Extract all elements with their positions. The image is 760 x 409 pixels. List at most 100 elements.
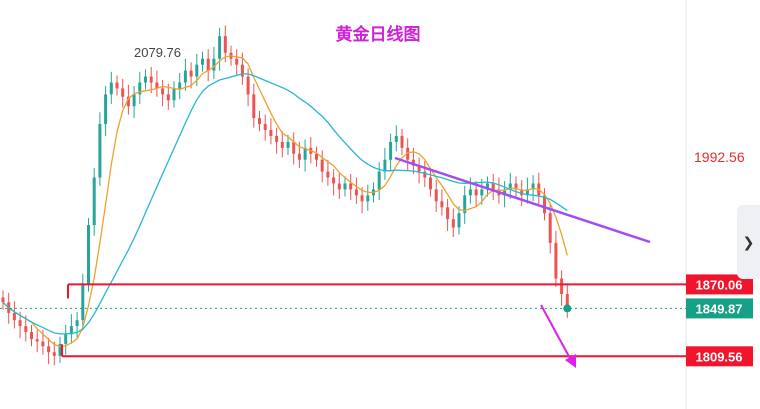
candle-body — [81, 284, 85, 321]
candle-body — [132, 94, 136, 107]
candle-body — [303, 147, 307, 160]
candle-body — [155, 82, 159, 89]
candle-body — [41, 341, 45, 347]
support-price-tag — [686, 346, 753, 367]
forecast-arrow-shaft — [540, 304, 573, 363]
candle-body — [463, 195, 467, 214]
candle-body — [144, 76, 147, 83]
candle-body — [548, 213, 552, 243]
candle-body — [429, 177, 432, 190]
candle-body — [389, 141, 393, 160]
candle-body — [47, 346, 51, 353]
candles-layer — [1, 25, 569, 366]
candle-body — [269, 130, 273, 136]
current-price-tag-label: 1849.87 — [696, 301, 743, 316]
candle-body — [218, 36, 222, 59]
candle-body — [263, 124, 267, 131]
candle-body — [58, 343, 62, 356]
candle-body — [332, 177, 336, 184]
candle-body — [423, 171, 427, 178]
candle-body — [246, 76, 250, 95]
axis-price-label: 1992.56 — [694, 149, 745, 165]
candle-body — [252, 94, 256, 119]
current-price-tag — [686, 298, 753, 319]
candle-body — [206, 58, 210, 71]
resistance-price-tag-label: 1870.06 — [696, 277, 743, 292]
support-price-tag-label: 1809.56 — [696, 349, 743, 364]
candle-body — [178, 82, 182, 89]
candle-body — [121, 88, 125, 97]
candle-body — [468, 189, 472, 196]
forecast-arrow-head — [565, 354, 576, 368]
candle-body — [343, 183, 347, 190]
candle-body — [12, 313, 16, 321]
candle-body — [446, 207, 450, 220]
candle-body — [560, 278, 564, 294]
candle-body — [297, 153, 301, 160]
descending-trendline — [394, 156, 651, 244]
candle-body — [411, 159, 415, 166]
candle-body — [223, 36, 227, 53]
candle-body — [35, 339, 39, 342]
candle-body — [212, 58, 216, 71]
expand-panel-chevron-icon[interactable]: ❯ — [737, 205, 760, 279]
candle-body — [480, 189, 484, 196]
candle-body — [326, 171, 330, 178]
candle-body — [138, 82, 142, 95]
chart-title: 黄金日线图 — [336, 24, 421, 44]
candle-body — [30, 332, 33, 340]
candle-body — [320, 159, 324, 172]
candle-body — [235, 58, 239, 65]
candle-body — [166, 94, 170, 101]
long-moving-average-line — [2, 73, 568, 335]
candle-body — [64, 334, 68, 344]
annotations — [394, 156, 651, 368]
candle-body — [24, 326, 28, 333]
candle-body — [377, 171, 381, 190]
candle-body — [292, 141, 296, 154]
candle-body — [531, 183, 535, 190]
resistance-price-tag — [686, 274, 753, 295]
candle-body — [104, 94, 108, 125]
candle-body — [286, 141, 290, 148]
candle-body — [149, 76, 153, 83]
candle-body — [406, 147, 410, 160]
candle-body — [161, 88, 165, 95]
current-price-dot — [563, 304, 572, 313]
candle-body — [417, 165, 421, 172]
short-moving-average-line — [2, 55, 568, 348]
candle-body — [258, 118, 261, 125]
candle-body — [508, 183, 512, 190]
candle-body — [434, 189, 438, 202]
candle-body — [383, 159, 387, 172]
candle-body — [400, 135, 404, 148]
candle-body — [183, 70, 187, 83]
candle-body — [280, 141, 284, 148]
price-levels: 1870.06 1849.87 1809.56 — [0, 274, 753, 367]
candle-body — [126, 96, 130, 107]
candle-body — [360, 195, 364, 202]
candle-body — [109, 82, 113, 95]
candle-body — [275, 135, 279, 142]
candle-body — [440, 201, 444, 208]
candle-body — [98, 124, 102, 178]
candle-body — [486, 183, 489, 190]
candle-body — [52, 352, 56, 356]
candle-body — [554, 242, 558, 279]
candle-body — [189, 70, 193, 77]
candle-body — [525, 189, 529, 196]
candle-body — [565, 293, 569, 309]
candle-body — [92, 177, 96, 226]
candle-body — [394, 135, 398, 142]
candle-body — [87, 225, 90, 285]
candle-body — [354, 189, 358, 196]
candle-body — [514, 183, 518, 190]
candle-body — [195, 64, 199, 77]
candle-body — [240, 64, 244, 77]
candle-body — [491, 183, 495, 190]
candle-body — [315, 153, 318, 160]
candle-body — [115, 82, 119, 89]
moving-averages — [2, 55, 568, 348]
candle-body — [474, 189, 478, 196]
